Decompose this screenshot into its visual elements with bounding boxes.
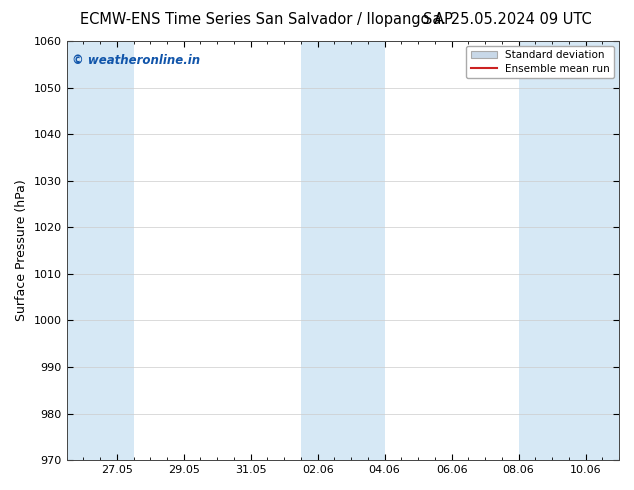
- Legend: Standard deviation, Ensemble mean run: Standard deviation, Ensemble mean run: [467, 46, 614, 78]
- Text: Sa. 25.05.2024 09 UTC: Sa. 25.05.2024 09 UTC: [423, 12, 592, 27]
- Bar: [67, 41, 134, 460]
- Bar: [519, 41, 619, 460]
- Text: © weatheronline.in: © weatheronline.in: [72, 53, 200, 67]
- Text: ECMW-ENS Time Series San Salvador / Ilopango AP: ECMW-ENS Time Series San Salvador / Ilop…: [80, 12, 453, 27]
- Y-axis label: Surface Pressure (hPa): Surface Pressure (hPa): [15, 180, 28, 321]
- Bar: [301, 41, 385, 460]
